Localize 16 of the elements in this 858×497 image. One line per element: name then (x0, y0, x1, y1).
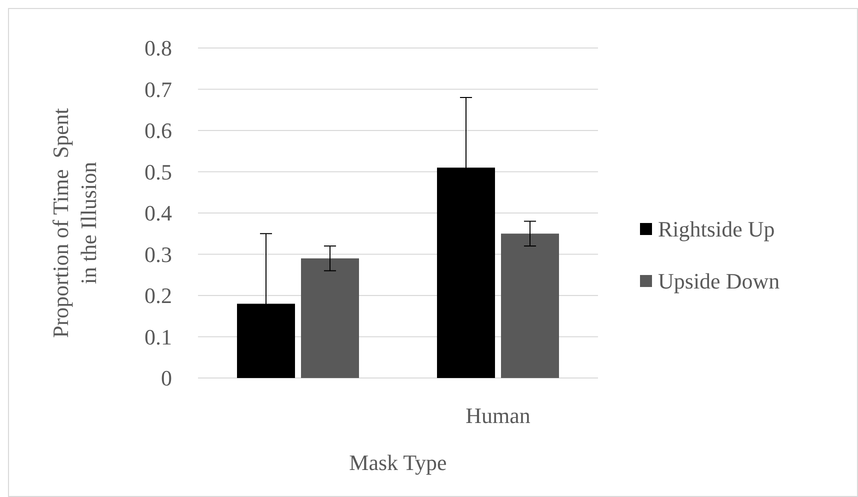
y-tick-label: 0.3 (144, 242, 172, 267)
y-tick-label: 0.7 (144, 76, 172, 102)
legend-label: Rightside Up (658, 216, 775, 242)
y-tick-label: 0.4 (144, 200, 172, 226)
y-tick-label: 0.1 (144, 324, 172, 350)
y-tick-label: 0.6 (144, 118, 172, 144)
bar (501, 234, 559, 378)
y-tick-label: 0.5 (144, 159, 172, 184)
x-tick-label: Human (466, 403, 530, 428)
bar (301, 258, 359, 378)
y-tick-label: 0.8 (144, 36, 172, 61)
legend-label: Upside Down (658, 268, 780, 294)
y-tick-label: 0 (161, 366, 172, 391)
x-axis-title: Mask Type (349, 450, 447, 475)
y-tick-label: 0.2 (144, 283, 172, 308)
y-axis-title: Proportion of Time Spent in the Illusion (48, 108, 101, 338)
